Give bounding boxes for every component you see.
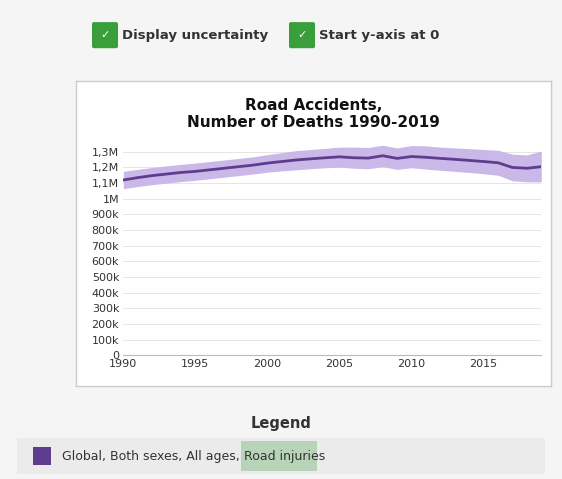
FancyBboxPatch shape [92, 22, 118, 48]
Text: Start y-axis at 0: Start y-axis at 0 [319, 29, 439, 42]
Bar [241, 441, 317, 471]
Text: Display uncertainty: Display uncertainty [122, 29, 268, 42]
Text: Legend: Legend [251, 416, 311, 432]
Text: Road injuries: Road injuries [243, 450, 325, 463]
Text: ✓: ✓ [297, 30, 307, 40]
FancyBboxPatch shape [289, 22, 315, 48]
Bar [33, 447, 51, 465]
Text: ✓: ✓ [100, 30, 110, 40]
Text: Road Accidents,
Number of Deaths 1990-2019: Road Accidents, Number of Deaths 1990-20… [187, 98, 439, 130]
Text: Global, Both sexes, All ages,: Global, Both sexes, All ages, [62, 450, 243, 463]
